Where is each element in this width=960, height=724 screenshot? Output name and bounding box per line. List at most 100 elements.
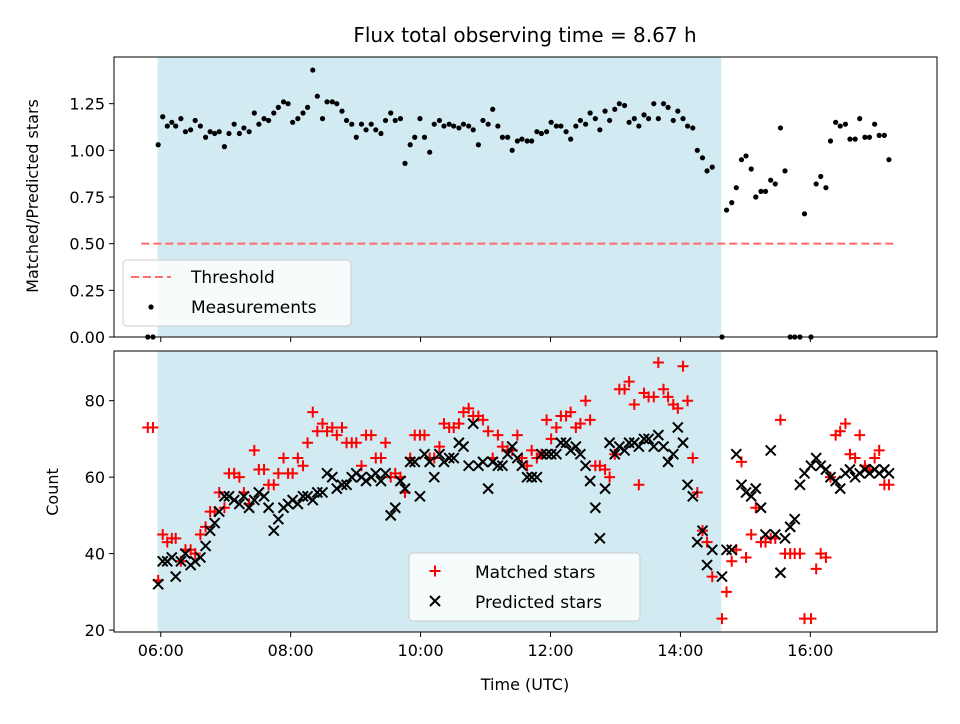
predicted-star-point: [218, 490, 231, 502]
matched-star-point: [740, 551, 752, 563]
matched-star-point: [302, 437, 314, 449]
matched-star-point: [331, 429, 343, 441]
measurement-point: [660, 101, 667, 107]
predicted-star-point: [418, 448, 431, 460]
x-tick-label: 10:00: [398, 641, 444, 660]
predicted-star-point: [750, 482, 762, 495]
predicted-star-point: [535, 448, 548, 460]
measurement-point: [480, 117, 486, 124]
matched-star-point: [706, 571, 718, 583]
predicted-star-point: [179, 547, 192, 560]
measurement-point: [378, 130, 384, 137]
predicted-star-point: [525, 471, 538, 483]
predicted-star-point: [467, 417, 479, 430]
predicted-star-point: [414, 490, 426, 502]
predicted-star-point: [521, 471, 533, 483]
measurement-point: [582, 121, 589, 127]
measurement-point: [524, 138, 530, 144]
matched-star-point: [633, 479, 645, 491]
x-tick-label: 14:00: [657, 641, 703, 660]
predicted-star-point: [409, 456, 421, 468]
predicted-star-point: [482, 482, 494, 495]
predicted-star-point: [238, 490, 250, 502]
predicted-star-point: [720, 544, 733, 556]
matched-star-point: [463, 402, 475, 414]
predicted-star-point: [194, 551, 207, 564]
predicted-star-point: [550, 448, 563, 460]
measurement-point: [538, 130, 545, 137]
measurement-point: [373, 127, 379, 133]
measurement-point: [833, 119, 839, 125]
measurement-point: [577, 117, 583, 124]
measurement-point: [290, 119, 296, 125]
measurement-point: [612, 106, 618, 112]
predicted-star-point: [340, 479, 353, 491]
matched-star-point: [380, 437, 392, 449]
predicted-star-point: [735, 479, 748, 491]
measurement-point: [280, 99, 287, 105]
predicted-star-point: [574, 448, 587, 460]
predicted-star-point: [157, 555, 169, 567]
matched-star-point: [545, 433, 557, 445]
predicted-star-point: [789, 513, 801, 525]
predicted-star-point: [730, 448, 742, 460]
predicted-star-point: [307, 494, 319, 506]
matched-star-point: [677, 360, 689, 372]
predicted-star-point: [696, 524, 709, 537]
predicted-star-point: [726, 544, 738, 556]
matched-star-point: [311, 425, 323, 437]
predicted-star-point: [555, 437, 567, 449]
measurement-point: [441, 123, 447, 129]
top-panel: 0.00 0.25 0.50 0.75 1.00 1.25 Threshold Measure…: [69, 56, 938, 347]
measurement-point: [847, 136, 853, 142]
measurement-point: [329, 99, 335, 105]
measurement-point: [431, 121, 437, 127]
measurement-point: [626, 119, 632, 125]
matched-star-point: [521, 460, 533, 472]
measurement-point: [782, 168, 788, 174]
measurement-point: [568, 136, 574, 142]
measurement-point: [353, 134, 359, 140]
measurement-point: [616, 101, 622, 107]
predicted-star-point: [834, 482, 846, 495]
measurement-point: [295, 116, 301, 122]
measurement-point: [226, 130, 232, 137]
measurement-point: [221, 144, 228, 150]
matched-star-point: [336, 421, 348, 433]
matched-star-point: [682, 395, 694, 407]
matched-star-point: [433, 441, 445, 453]
predicted-star-point: [336, 479, 348, 491]
matched-star-point: [297, 460, 309, 472]
measurement-point: [382, 117, 389, 124]
predicted-star-point: [496, 459, 509, 472]
matched-star-point: [565, 406, 577, 418]
legend-predicted-swatch: [429, 595, 441, 607]
matched-star-point: [726, 555, 738, 567]
predicted-star-point: [272, 513, 285, 525]
measurement-point: [485, 121, 491, 127]
predicted-star-point: [204, 524, 216, 537]
measurement-point: [397, 116, 404, 122]
measurement-point: [881, 132, 887, 138]
predicted-star-point: [258, 490, 270, 502]
matched-star-point: [317, 418, 329, 430]
predicted-star-point: [545, 448, 557, 460]
predicted-star-point: [170, 570, 182, 583]
predicted-star-point: [579, 459, 592, 472]
measurement-point: [155, 142, 161, 148]
y-tick-label: 40: [85, 545, 105, 564]
measurement-point: [427, 149, 433, 155]
matched-star-point: [854, 429, 866, 441]
measurement-point: [866, 134, 873, 140]
measurement-point: [436, 117, 443, 124]
predicted-star-point: [701, 559, 713, 571]
matched-star-point: [492, 429, 504, 441]
measurement-point: [173, 123, 179, 129]
predicted-star-point: [794, 479, 806, 491]
predicted-star-point: [506, 440, 518, 453]
measurement-point: [876, 132, 882, 138]
matched-star-point: [307, 406, 319, 418]
measurement-point: [310, 67, 316, 73]
measurement-point: [256, 121, 262, 127]
